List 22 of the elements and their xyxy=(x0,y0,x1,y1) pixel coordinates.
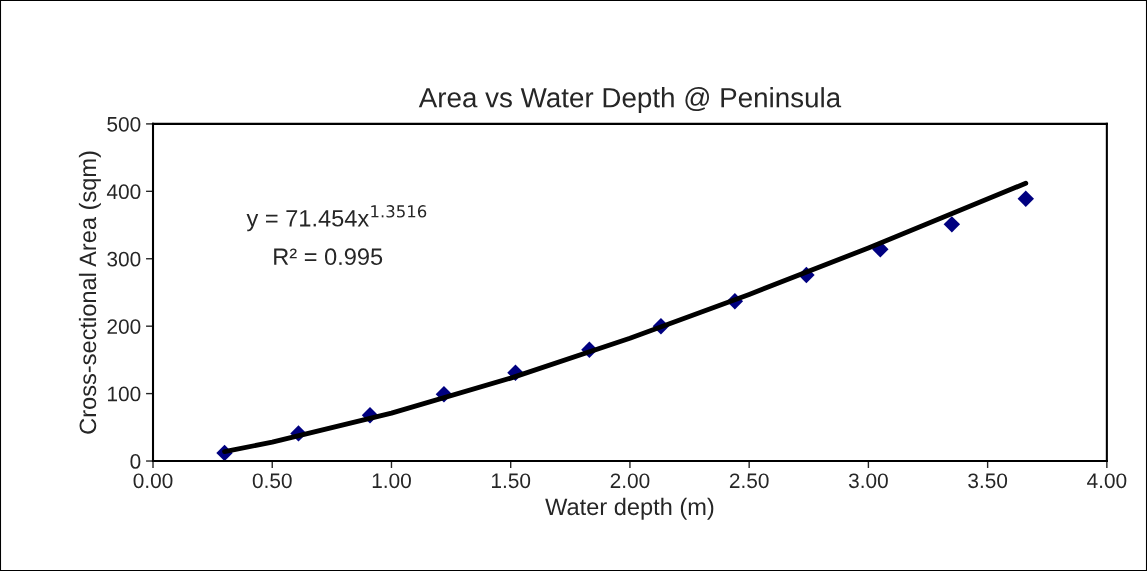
chart-title: Area vs Water Depth @ Peninsula xyxy=(418,87,842,113)
y-tick-label: 0 xyxy=(130,454,141,469)
point xyxy=(1017,190,1034,207)
y-tick-label: 400 xyxy=(106,184,141,200)
x-tick-label: 3.50 xyxy=(968,473,1008,489)
y-tick-label: 300 xyxy=(107,251,141,267)
annotation: y = 71.454x$^{1.3516}$ xyxy=(246,205,427,232)
point xyxy=(943,216,961,233)
y-tick-label: 500 xyxy=(107,116,141,132)
x-tick-label: 0.50 xyxy=(252,473,292,489)
annotation: R² = 0.995 xyxy=(274,248,383,266)
y-tick-label: 200 xyxy=(107,319,141,334)
x-tick-label: 1.00 xyxy=(372,473,411,489)
x-tick-label: 0.00 xyxy=(133,473,173,489)
x-tick-label: 1.50 xyxy=(492,473,531,489)
x-tick-label: 2.00 xyxy=(610,473,650,489)
x-tick-label: 4.00 xyxy=(1087,473,1127,489)
x-tick-label: 3.00 xyxy=(848,473,888,489)
x-axis-title: Water depth (m) xyxy=(545,497,714,520)
y-axis-title: Cross-sectional Area (sqm) xyxy=(78,151,101,434)
x-tick-label: 2.50 xyxy=(729,473,769,489)
y-tick-label: 100 xyxy=(108,386,141,402)
